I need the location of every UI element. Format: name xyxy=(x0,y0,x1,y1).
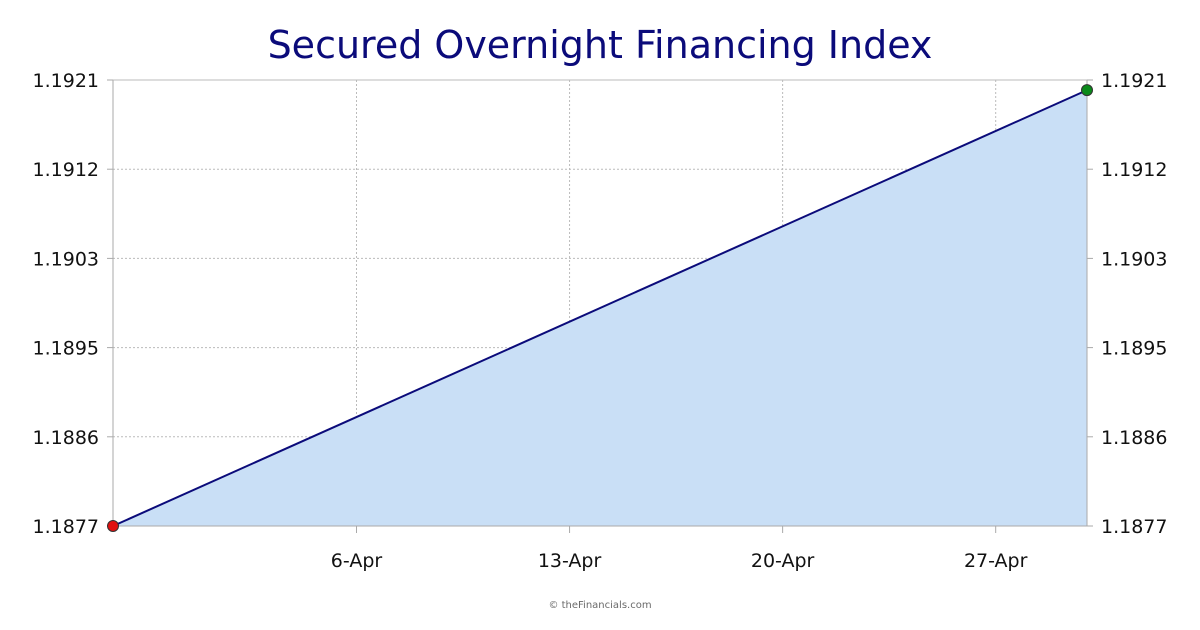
chart-title: Secured Overnight Financing Index xyxy=(268,23,933,67)
y-tick-label-right: 1.1877 xyxy=(1101,516,1167,538)
y-tick-label-left: 1.1912 xyxy=(33,159,99,181)
axes xyxy=(107,79,1093,533)
end-point-marker xyxy=(1081,84,1093,97)
y-tick-label-right: 1.1912 xyxy=(1101,159,1167,181)
x-axis-labels: 6-Apr 13-Apr 20-Apr 27-Apr xyxy=(331,550,1028,572)
x-tick-label: 13-Apr xyxy=(538,550,602,572)
y-axis-left-labels: 1.1877 1.1886 1.1895 1.1903 1.1912 1.1921 xyxy=(33,70,99,538)
start-point-marker xyxy=(107,520,119,532)
y-axis-right-labels: 1.1877 1.1886 1.1895 1.1903 1.1912 1.1921 xyxy=(1101,70,1167,538)
y-tick-label-right: 1.1921 xyxy=(1101,70,1167,92)
y-tick-label-left: 1.1921 xyxy=(33,70,99,92)
markers xyxy=(107,84,1093,532)
series-line xyxy=(112,89,1088,527)
x-tick-label: 27-Apr xyxy=(964,550,1028,572)
credit-text: © theFinancials.com xyxy=(548,600,651,611)
y-tick-label-left: 1.1903 xyxy=(33,248,99,270)
x-tick-label: 6-Apr xyxy=(331,550,383,572)
y-tick-label-right: 1.1895 xyxy=(1101,338,1167,360)
x-tick-label: 20-Apr xyxy=(751,550,815,572)
y-tick-label-left: 1.1877 xyxy=(33,516,99,538)
y-tick-label-left: 1.1895 xyxy=(33,338,99,360)
y-tick-label-right: 1.1903 xyxy=(1101,248,1167,270)
y-tick-label-left: 1.1886 xyxy=(33,427,99,449)
grid xyxy=(113,79,1087,526)
y-tick-label-right: 1.1886 xyxy=(1101,427,1167,449)
area-layer xyxy=(112,89,1088,527)
